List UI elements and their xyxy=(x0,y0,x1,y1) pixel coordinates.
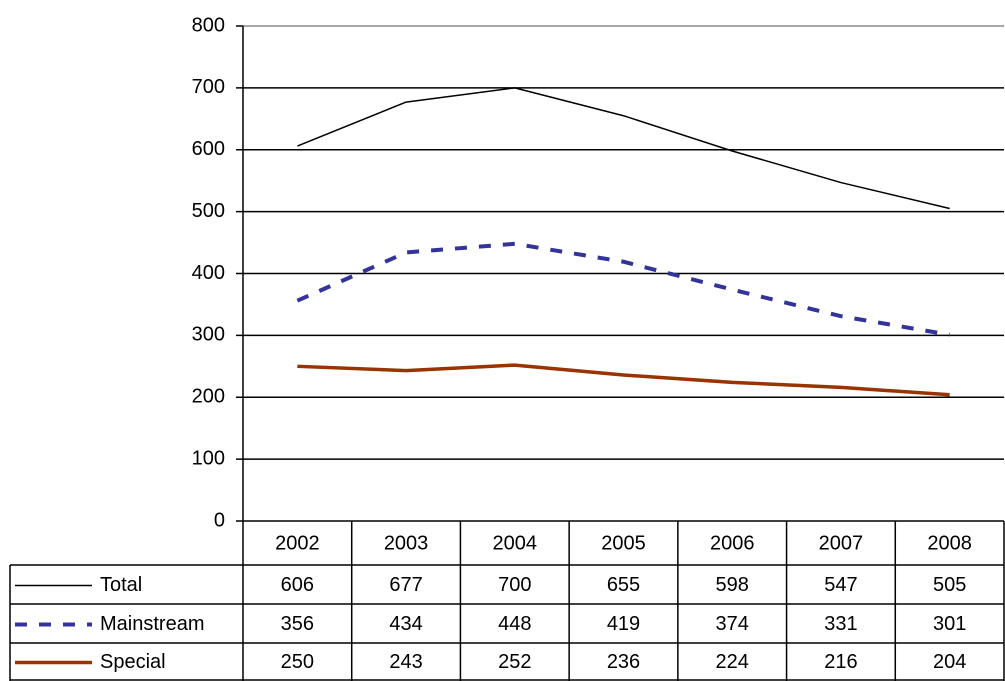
table-value: 301 xyxy=(933,613,966,635)
y-tick-label: 800 xyxy=(192,14,225,36)
y-tick-label: 500 xyxy=(192,200,225,222)
table-value: 655 xyxy=(607,574,640,596)
table-value: 216 xyxy=(824,651,857,673)
table-value: 331 xyxy=(824,613,857,635)
table-value: 356 xyxy=(281,613,314,635)
series-line xyxy=(297,87,950,210)
table-value: 434 xyxy=(389,613,422,635)
table-value: 505 xyxy=(933,574,966,596)
table-value: 598 xyxy=(716,574,749,596)
x-tick-label: 2004 xyxy=(493,532,538,554)
legend-label: Special xyxy=(100,651,166,673)
table-value: 243 xyxy=(389,651,422,673)
table-value: 224 xyxy=(716,651,749,673)
table-value: 700 xyxy=(498,574,531,596)
y-tick-label: 300 xyxy=(192,324,225,346)
table-value: 606 xyxy=(281,574,314,596)
table-value: 236 xyxy=(607,651,640,673)
y-tick-label: 0 xyxy=(214,509,225,531)
legend-label: Mainstream xyxy=(100,613,204,635)
y-tick-label: 100 xyxy=(192,447,225,469)
y-tick-label: 700 xyxy=(192,76,225,98)
y-tick-label: 200 xyxy=(192,386,225,408)
table-value: 448 xyxy=(498,613,531,635)
y-tick-label: 400 xyxy=(192,262,225,284)
series-line xyxy=(296,241,950,337)
x-tick-label: 2006 xyxy=(710,532,755,554)
x-tick-label: 2003 xyxy=(384,532,429,554)
table-value: 677 xyxy=(389,574,422,596)
series-line xyxy=(297,363,950,397)
table-value: 374 xyxy=(716,613,749,635)
legend-label: Total xyxy=(100,574,142,596)
x-tick-label: 2005 xyxy=(601,532,646,554)
x-tick-label: 2008 xyxy=(927,532,972,554)
table-value: 204 xyxy=(933,651,966,673)
y-tick-label: 600 xyxy=(192,138,225,160)
x-tick-label: 2007 xyxy=(819,532,864,554)
table-value: 547 xyxy=(824,574,857,596)
x-tick-label: 2002 xyxy=(275,532,320,554)
table-value: 250 xyxy=(281,651,314,673)
table-value: 252 xyxy=(498,651,531,673)
table-value: 419 xyxy=(607,613,640,635)
